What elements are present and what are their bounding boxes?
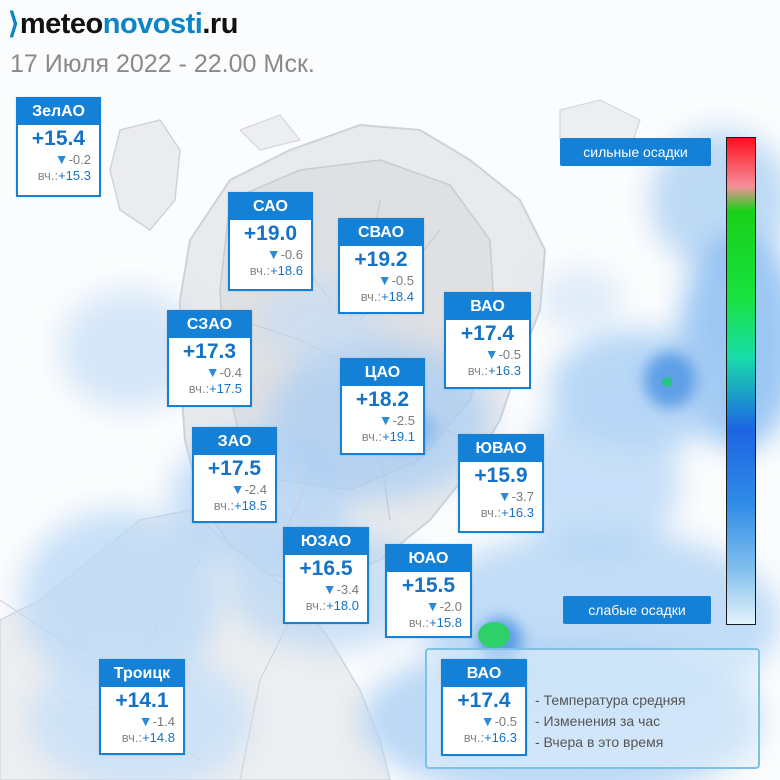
district-change: -0.4: [219, 365, 242, 380]
district-yesterday: +16.3: [488, 363, 521, 378]
yesterday-label: вч.:: [188, 381, 210, 396]
district-name: ЦАО: [342, 360, 423, 386]
district-name: САО: [230, 194, 311, 220]
light-precip-label: слабые осадки: [563, 596, 711, 624]
yesterday-label: вч.:: [249, 263, 271, 278]
legend-key-item: - Изменения за час: [535, 713, 661, 729]
district-name: Троицк: [101, 661, 183, 687]
district-name: ЮЗАО: [285, 529, 367, 555]
yesterday-label: вч.:: [463, 730, 485, 745]
district-yesterday: +19.1: [382, 429, 415, 444]
report-date: 17 Июля 2022 - 22.00 Мск.: [10, 50, 315, 78]
district-temp: +19.0: [243, 222, 298, 245]
district-yesterday: +15.8: [429, 615, 462, 630]
logo-mark-icon: ⟩: [8, 8, 19, 40]
district-change: -2.5: [392, 413, 415, 428]
precipitation-scale-bar: [726, 137, 756, 625]
district-name: ЗАО: [194, 429, 275, 455]
district-card-szao: СЗАО +17.3 ▼-0.4 вч.:+17.5: [167, 310, 252, 407]
down-triangle-icon: ▼: [138, 713, 153, 729]
legend-key-item: - Температура средняя: [535, 692, 686, 708]
district-name: ЗелАО: [18, 99, 99, 125]
sample-district-card: ВАО +17.4 ▼-0.5 вч.:+16.3: [441, 659, 527, 756]
district-yesterday: +18.4: [381, 289, 414, 304]
heavy-cell: [478, 622, 510, 648]
district-yesterday: +15.3: [58, 168, 91, 183]
yesterday-label: вч.:: [361, 429, 383, 444]
district-card-zelao: ЗелАО +15.4 ▼-0.2 вч.:+15.3: [16, 97, 101, 197]
yesterday-label: вч.:: [305, 598, 327, 613]
district-card-yuvao: ЮВАО +15.9 ▼-3.7 вч.:+16.3: [458, 434, 544, 533]
yesterday-label: вч.:: [408, 615, 430, 630]
district-name: СЗАО: [169, 312, 250, 338]
district-temp: +19.2: [354, 248, 408, 271]
district-temp: +17.3: [182, 340, 237, 363]
site-logo: ⟩meteonovosti.ru: [8, 6, 238, 41]
yesterday-label: вч.:: [480, 505, 502, 520]
district-temp: +17.4: [460, 322, 515, 345]
district-change: -3.4: [336, 582, 359, 597]
district-yesterday: +16.3: [484, 730, 517, 745]
district-name: СВАО: [340, 220, 422, 246]
district-card-cao: ЦАО +18.2 ▼-2.5 вч.:+19.1: [340, 358, 425, 455]
down-triangle-icon: ▼: [497, 488, 512, 504]
district-yesterday: +16.3: [501, 505, 534, 520]
district-temp: +14.1: [115, 689, 169, 712]
district-name: ВАО: [446, 294, 529, 320]
legend-key-item: - Вчера в это время: [535, 734, 664, 750]
down-triangle-icon: ▼: [480, 713, 495, 729]
down-triangle-icon: ▼: [425, 598, 440, 614]
down-triangle-icon: ▼: [205, 364, 220, 380]
down-triangle-icon: ▼: [54, 151, 69, 167]
logo-domain: .ru: [202, 8, 238, 40]
district-temp: +17.5: [207, 457, 262, 480]
district-change: -0.5: [498, 347, 521, 362]
district-change: -1.4: [152, 714, 175, 729]
down-triangle-icon: ▼: [266, 246, 281, 262]
district-temp: +16.5: [299, 557, 353, 580]
district-name: ЮАО: [387, 546, 470, 572]
district-yesterday: +17.5: [209, 381, 242, 396]
district-change: -0.5: [391, 273, 414, 288]
district-temp: +17.4: [457, 689, 511, 712]
legend-key-list: - Температура средняя - Изменения за час…: [535, 690, 686, 753]
logo-novosti: novosti: [102, 8, 203, 40]
district-change: -0.5: [494, 714, 517, 729]
district-card-zao: ЗАО +17.5 ▼-2.4 вч.:+18.5: [192, 427, 277, 523]
district-card-vao: ВАО +17.4 ▼-0.5 вч.:+16.3: [444, 292, 531, 389]
district-change: -2.0: [439, 599, 462, 614]
district-temp: +15.4: [31, 127, 86, 150]
yesterday-label: вч.:: [37, 168, 59, 183]
district-change: -0.2: [68, 152, 91, 167]
down-triangle-icon: ▼: [484, 346, 499, 362]
district-temp: +15.9: [474, 464, 528, 487]
district-change: -3.7: [511, 489, 534, 504]
district-yesterday: +18.0: [326, 598, 359, 613]
district-temp: +18.2: [355, 388, 410, 411]
district-name: ВАО: [443, 661, 525, 687]
down-triangle-icon: ▼: [230, 481, 245, 497]
district-card-sao: САО +19.0 ▼-0.6 вч.:+18.6: [228, 192, 313, 291]
district-yesterday: +18.6: [270, 263, 303, 278]
yesterday-label: вч.:: [213, 498, 235, 513]
district-yesterday: +18.5: [234, 498, 267, 513]
district-card-svao: СВАО +19.2 ▼-0.5 вч.:+18.4: [338, 218, 424, 314]
district-card-yuzao: ЮЗАО +16.5 ▼-3.4 вч.:+18.0: [283, 527, 369, 624]
district-name: ЮВАО: [460, 436, 542, 462]
district-temp: +15.5: [401, 574, 456, 597]
down-triangle-icon: ▼: [322, 581, 337, 597]
heavy-precip-label: сильные осадки: [560, 138, 711, 166]
district-yesterday: +14.8: [142, 730, 175, 745]
down-triangle-icon: ▼: [378, 412, 393, 428]
district-change: -0.6: [280, 247, 303, 262]
heavy-cell: [662, 377, 672, 387]
district-card-yuao: ЮАО +15.5 ▼-2.0 вч.:+15.8: [385, 544, 472, 638]
yesterday-label: вч.:: [360, 289, 382, 304]
logo-meteo: meteo: [19, 8, 103, 40]
district-card-troitsk: Троицк +14.1 ▼-1.4 вч.:+14.8: [99, 659, 185, 755]
district-change: -2.4: [244, 482, 267, 497]
down-triangle-icon: ▼: [377, 272, 392, 288]
yesterday-label: вч.:: [467, 363, 489, 378]
yesterday-label: вч.:: [121, 730, 143, 745]
